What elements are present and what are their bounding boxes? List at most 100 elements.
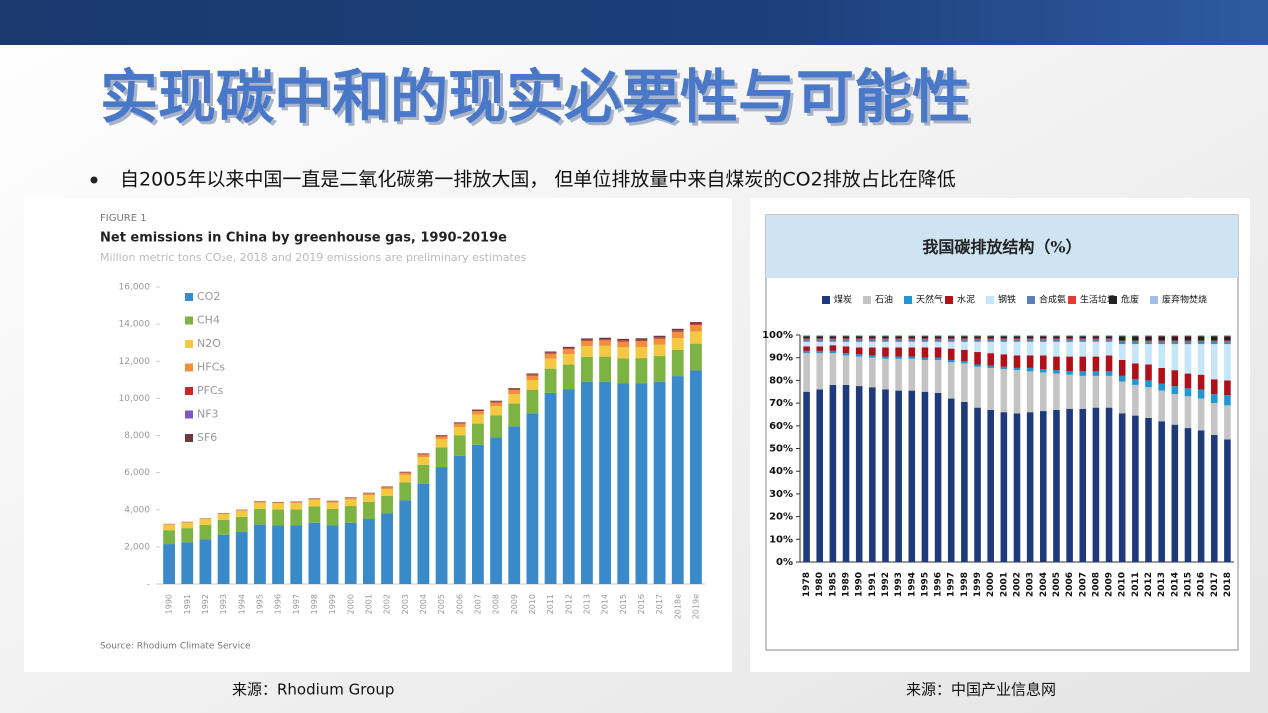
bar-segment	[1105, 407, 1113, 562]
bar-segment	[1224, 340, 1231, 342]
bar-segment	[272, 509, 284, 526]
bar-segment	[453, 426, 466, 436]
bar-segment	[272, 502, 284, 504]
bar-segment	[1197, 344, 1205, 375]
y-tick-label: -	[147, 580, 150, 590]
bar-segment	[895, 338, 902, 340]
bar-segment	[1171, 386, 1179, 395]
x-tick-label: 1995	[255, 594, 264, 614]
bar-segment	[1066, 356, 1073, 372]
bar-segment	[895, 341, 902, 348]
x-tick-label: 2008	[492, 594, 501, 614]
bar-segment	[1118, 375, 1126, 382]
bar-segment	[908, 356, 916, 359]
bar-segment	[1079, 371, 1087, 376]
bar-segment	[1145, 340, 1152, 342]
bar-segment	[690, 325, 702, 332]
bar-segment	[947, 335, 955, 337]
bar-segment	[869, 355, 876, 358]
x-tick-label: 1985	[828, 572, 838, 597]
bar-segment	[1118, 340, 1126, 342]
bar-segment	[526, 413, 539, 584]
bar-segment	[855, 341, 863, 348]
bar-segment	[921, 359, 929, 392]
bar-segment	[490, 401, 502, 403]
bar-segment	[1079, 335, 1087, 337]
bar-segment	[921, 336, 929, 339]
bar-segment	[653, 335, 666, 338]
bar-segment	[1053, 370, 1060, 374]
bar-segment	[934, 339, 942, 342]
bar-segment	[921, 339, 929, 342]
x-tick-label: 2004	[419, 594, 428, 614]
bar-segment	[1145, 344, 1152, 365]
bar-segment	[453, 455, 466, 584]
bar-segment	[599, 345, 611, 357]
legend-label: 钢铁	[998, 294, 1016, 306]
bar-segment	[417, 454, 430, 458]
title-shadow: 实现碳中和的现实必要性与可能性	[103, 66, 973, 134]
bar-segment	[490, 415, 502, 438]
x-tick-label: 1999	[328, 594, 337, 614]
bullet-text: 自2005年以来中国一直是二氧化碳第一排放大国， 但单位排放量中来自煤炭的CO2…	[120, 169, 956, 191]
bar-segment	[217, 513, 230, 515]
bar-segment	[1158, 341, 1165, 345]
bar-segment	[1132, 336, 1139, 341]
bar-segment	[417, 483, 430, 584]
bar-segment	[1132, 344, 1139, 364]
bar-segment	[690, 370, 702, 584]
bar-segment	[1013, 339, 1021, 342]
bar-segment	[987, 341, 994, 354]
bar-segment	[490, 437, 502, 584]
y-tick-label: 8,000	[124, 431, 150, 441]
bar-segment	[1118, 381, 1126, 414]
x-tick-label: 2001	[999, 572, 1009, 597]
x-tick-label: 1996	[934, 572, 944, 597]
figure-label: FIGURE 1	[100, 213, 147, 224]
bar-segment	[974, 335, 981, 337]
x-tick-label: 2008	[1091, 572, 1101, 597]
x-tick-label: 2015	[1183, 572, 1193, 597]
bar-segment	[1118, 336, 1126, 341]
bar-segment	[961, 338, 968, 340]
y-tick-label: 20%	[769, 512, 793, 523]
bar-segment	[842, 338, 850, 340]
bar-segment	[690, 343, 702, 371]
bar-segment	[1210, 434, 1218, 562]
x-tick-label: 1990	[855, 572, 865, 597]
bar-segment	[1184, 341, 1192, 345]
bar-segment	[908, 358, 916, 391]
bar-segment	[635, 341, 648, 347]
bar-segment	[1079, 408, 1087, 562]
bar-segment	[987, 336, 994, 339]
bar-segment	[1013, 367, 1021, 371]
bar-segment	[1092, 371, 1100, 376]
bar-segment	[1066, 408, 1073, 562]
y-tick-label: 12,000	[119, 357, 151, 367]
bar-segment	[1000, 341, 1008, 355]
bar-segment	[882, 341, 889, 348]
bar-segment	[947, 338, 955, 340]
legend-label: HFCs	[197, 361, 225, 374]
bar-segment	[1145, 364, 1152, 381]
bar-segment	[1132, 341, 1139, 345]
bar-segment	[163, 530, 175, 545]
bar-segment	[199, 519, 212, 525]
bar-segment	[961, 336, 968, 339]
bar-segment	[882, 356, 889, 359]
y-tick-label: 90%	[769, 353, 793, 364]
bar-segment	[908, 347, 916, 357]
x-tick-label: 2016	[1197, 572, 1207, 597]
bar-segment	[1132, 384, 1139, 416]
bar-segment	[1013, 336, 1021, 339]
x-tick-label: 2009	[510, 594, 519, 614]
bar-segment	[1184, 335, 1192, 337]
bar-segment	[235, 516, 248, 533]
bar-segment	[803, 341, 810, 347]
legend-swatch	[1027, 296, 1035, 304]
bar-segment	[381, 496, 393, 514]
bar-segment	[599, 339, 611, 341]
bar-segment	[921, 335, 929, 337]
bar-segment	[934, 392, 942, 562]
bar-segment	[1158, 390, 1165, 422]
